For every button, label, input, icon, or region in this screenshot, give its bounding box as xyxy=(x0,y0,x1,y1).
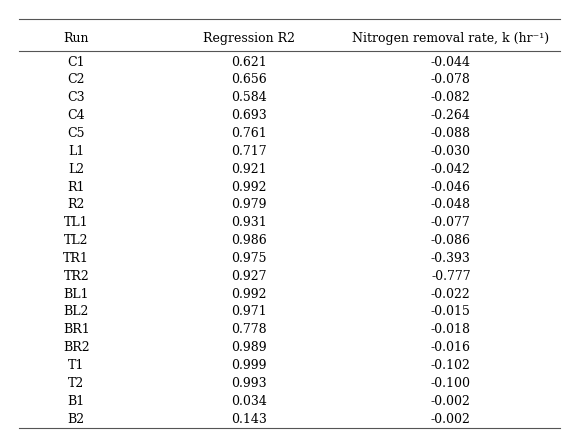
Text: -0.030: -0.030 xyxy=(431,145,471,158)
Text: -0.264: -0.264 xyxy=(431,109,471,122)
Text: -0.044: -0.044 xyxy=(431,56,471,69)
Text: 0.986: 0.986 xyxy=(231,234,267,247)
Text: TL1: TL1 xyxy=(64,216,89,229)
Text: BL2: BL2 xyxy=(64,305,89,318)
Text: B1: B1 xyxy=(68,395,85,408)
Text: -0.077: -0.077 xyxy=(431,216,471,229)
Text: T1: T1 xyxy=(68,359,85,372)
Text: 0.143: 0.143 xyxy=(231,413,267,426)
Text: -0.002: -0.002 xyxy=(431,413,471,426)
Text: BR2: BR2 xyxy=(63,341,90,354)
Text: 0.927: 0.927 xyxy=(232,270,267,283)
Text: Run: Run xyxy=(64,32,89,45)
Text: 0.992: 0.992 xyxy=(232,288,267,300)
Text: TL2: TL2 xyxy=(64,234,89,247)
Text: -0.393: -0.393 xyxy=(431,252,471,265)
Text: L1: L1 xyxy=(68,145,85,158)
Text: -0.015: -0.015 xyxy=(431,305,471,318)
Text: -0.777: -0.777 xyxy=(431,270,471,283)
Text: TR1: TR1 xyxy=(63,252,89,265)
Text: T2: T2 xyxy=(68,377,85,390)
Text: BL1: BL1 xyxy=(64,288,89,300)
Text: Nitrogen removal rate, k (hr⁻¹): Nitrogen removal rate, k (hr⁻¹) xyxy=(352,32,549,45)
Text: 0.761: 0.761 xyxy=(231,127,267,140)
Text: L2: L2 xyxy=(68,162,85,176)
Text: C5: C5 xyxy=(68,127,85,140)
Text: -0.102: -0.102 xyxy=(431,359,471,372)
Text: 0.621: 0.621 xyxy=(231,56,267,69)
Text: -0.022: -0.022 xyxy=(431,288,471,300)
Text: C4: C4 xyxy=(68,109,85,122)
Text: -0.078: -0.078 xyxy=(431,74,471,86)
Text: 0.992: 0.992 xyxy=(232,180,267,194)
Text: R1: R1 xyxy=(68,180,85,194)
Text: -0.048: -0.048 xyxy=(431,198,471,212)
Text: 0.993: 0.993 xyxy=(232,377,267,390)
Text: C2: C2 xyxy=(68,74,85,86)
Text: R2: R2 xyxy=(68,198,85,212)
Text: 0.999: 0.999 xyxy=(232,359,267,372)
Text: -0.002: -0.002 xyxy=(431,395,471,408)
Text: 0.921: 0.921 xyxy=(232,162,267,176)
Text: 0.975: 0.975 xyxy=(232,252,267,265)
Text: TR2: TR2 xyxy=(64,270,89,283)
Text: BR1: BR1 xyxy=(63,323,90,336)
Text: 0.034: 0.034 xyxy=(231,395,267,408)
Text: 0.693: 0.693 xyxy=(231,109,267,122)
Text: -0.086: -0.086 xyxy=(431,234,471,247)
Text: -0.088: -0.088 xyxy=(431,127,471,140)
Text: 0.778: 0.778 xyxy=(232,323,267,336)
Text: -0.100: -0.100 xyxy=(431,377,471,390)
Text: -0.018: -0.018 xyxy=(431,323,471,336)
Text: 0.979: 0.979 xyxy=(232,198,267,212)
Text: 0.717: 0.717 xyxy=(232,145,267,158)
Text: B2: B2 xyxy=(68,413,85,426)
Text: C1: C1 xyxy=(68,56,85,69)
Text: -0.042: -0.042 xyxy=(431,162,471,176)
Text: C3: C3 xyxy=(68,92,85,104)
Text: 0.931: 0.931 xyxy=(231,216,267,229)
Text: 0.971: 0.971 xyxy=(232,305,267,318)
Text: -0.046: -0.046 xyxy=(431,180,471,194)
Text: 0.584: 0.584 xyxy=(231,92,267,104)
Text: -0.016: -0.016 xyxy=(431,341,471,354)
Text: 0.989: 0.989 xyxy=(232,341,267,354)
Text: -0.082: -0.082 xyxy=(431,92,471,104)
Text: Regression R2: Regression R2 xyxy=(203,32,295,45)
Text: 0.656: 0.656 xyxy=(231,74,267,86)
